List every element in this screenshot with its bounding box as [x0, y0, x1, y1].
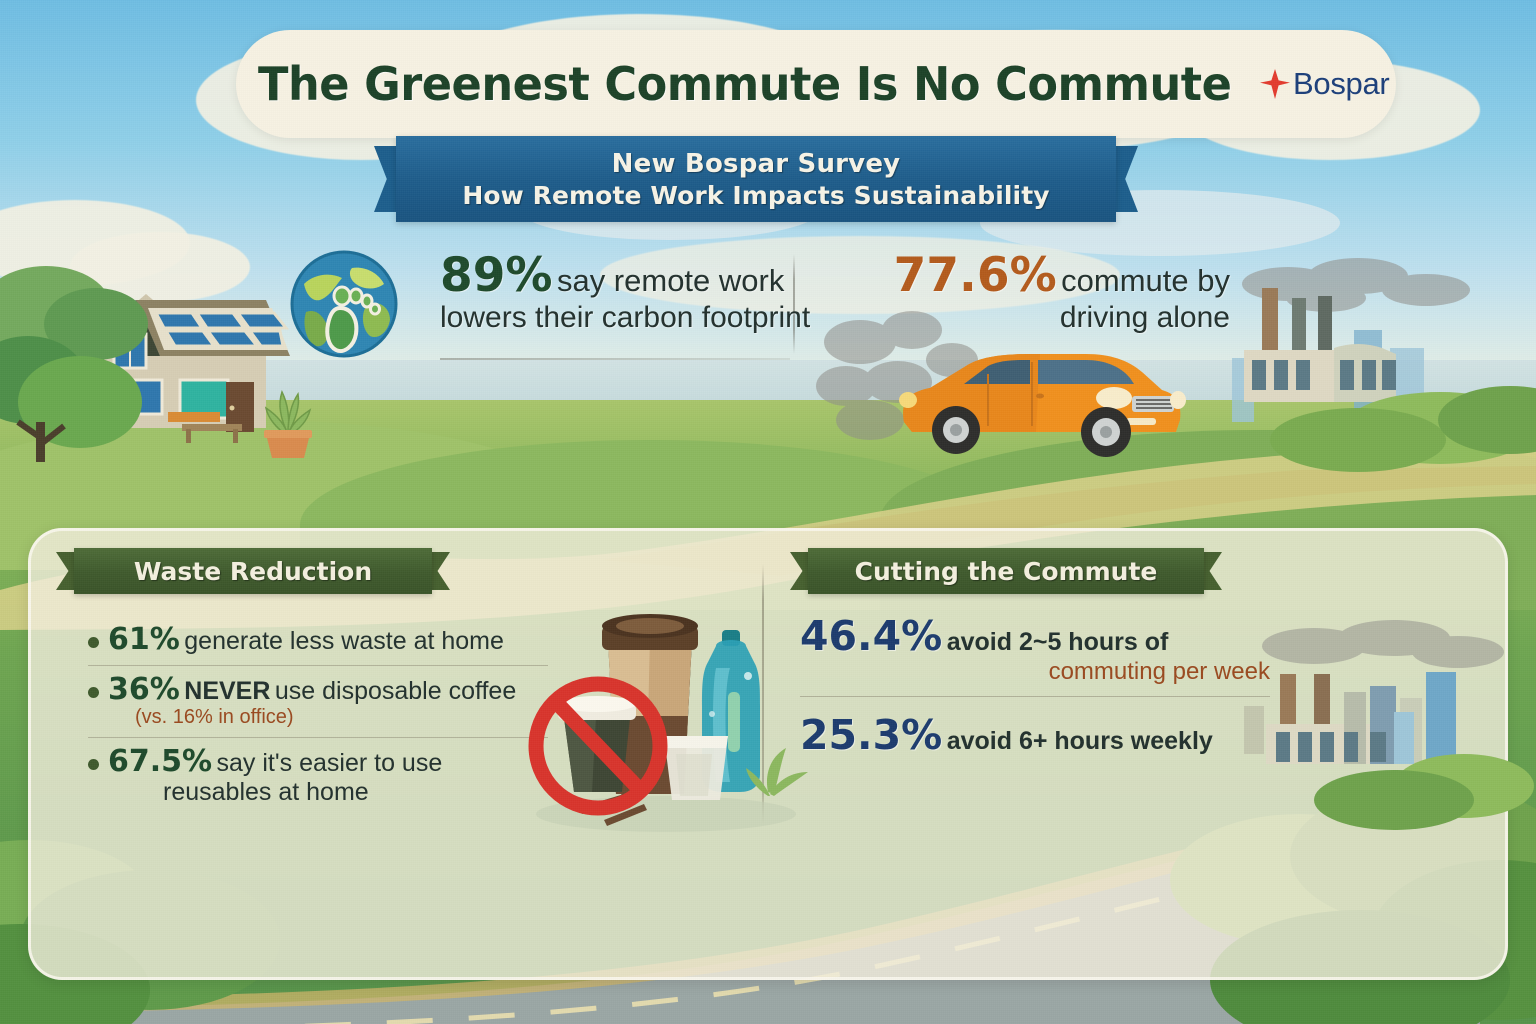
title-plate-background	[236, 30, 1396, 138]
section-header-waste-reduction: Waste Reduction	[56, 548, 450, 594]
stat-value-675: 67.5%	[108, 744, 213, 779]
list-item: 46.4% avoid 2~5 hours of commuting per w…	[800, 608, 1270, 696]
orange-car-icon	[899, 354, 1186, 457]
bospar-logo-text: Bospar	[1293, 66, 1390, 101]
list-item: 61% generate less waste at home	[88, 616, 548, 665]
section-title: Cutting the Commute	[854, 556, 1158, 586]
bullet-dot-icon	[88, 636, 99, 648]
subtitle-ribbon: New Bospar Survey How Remote Work Impact…	[374, 136, 1138, 222]
top-stats-divider	[793, 254, 795, 354]
city-factory-skyline-icon	[1244, 620, 1534, 830]
list-item-text: avoid 6+ hours weekly	[946, 727, 1213, 755]
cloud-icon	[600, 236, 1120, 314]
page-title: The Greenest Commute Is No Commute	[257, 57, 1232, 111]
stat-text-line1: commute by	[1061, 263, 1230, 298]
section-header-cutting-commute: Cutting the Commute	[790, 548, 1222, 594]
stat-value-464: 46.4%	[800, 612, 943, 660]
stat-value-89: 89%	[440, 248, 553, 303]
bospar-logo[interactable]: Bospar	[1260, 66, 1390, 102]
list-item-subnote: commuting per week	[1048, 658, 1270, 685]
list-item-text: say it's easier to use	[216, 749, 443, 777]
stat-value-61: 61%	[108, 622, 180, 657]
four-point-star-icon	[1260, 69, 1291, 99]
list-item: 25.3% avoid 6+ hours weekly	[800, 696, 1270, 769]
stat-text-line2: driving alone	[1059, 301, 1230, 334]
cutting-commute-list: 46.4% avoid 2~5 hours of commuting per w…	[800, 608, 1270, 769]
list-item-text-cont: reusables at home	[163, 778, 369, 806]
top-stat-underline	[440, 358, 790, 360]
factory-smokestacks-icon	[1232, 258, 1536, 472]
bullet-dot-icon	[88, 758, 99, 770]
top-stats-row: 89% say remote work lowers their carbon …	[290, 240, 1230, 370]
exhaust-smoke-icon	[816, 311, 978, 440]
panel-center-divider	[762, 564, 764, 824]
earth-carbon-footprint-icon	[290, 250, 398, 358]
section-title: Waste Reduction	[133, 556, 373, 586]
ribbon-line-2: How Remote Work Impacts Sustainability	[462, 180, 1050, 210]
ribbon-line-1: New Bospar Survey	[611, 148, 901, 179]
stat-value-36: 36%	[108, 672, 180, 707]
reusable-cups-bottle-icon	[528, 614, 808, 832]
list-item: 36% NEVER use disposable coffee (vs. 16%…	[88, 665, 548, 737]
list-item-text: use disposable coffee	[274, 677, 517, 705]
waste-reduction-list: 61% generate less waste at home 36% NEVE…	[88, 616, 548, 815]
stat-value-776: 77.6%	[893, 248, 1057, 303]
bullet-dot-icon	[88, 686, 99, 698]
list-item-emphasis: NEVER	[184, 677, 271, 705]
list-item-text: avoid 2~5 hours of	[946, 628, 1169, 656]
list-item-text: generate less waste at home	[184, 627, 504, 655]
list-item-subnote: (vs. 16% in office)	[135, 706, 294, 728]
stat-value-253: 25.3%	[800, 711, 943, 759]
stat-text-line2: lowers their carbon footprint	[440, 301, 811, 334]
stat-driving-alone: 77.6% commute by driving alone	[835, 248, 1230, 335]
potted-plant-icon	[264, 390, 312, 458]
list-item: 67.5% say it's easier to use reusables a…	[88, 737, 548, 815]
tree-icon	[0, 266, 148, 462]
stat-carbon-footprint: 89% say remote work lowers their carbon …	[440, 248, 1040, 335]
stat-text-line1: say remote work	[556, 263, 785, 298]
